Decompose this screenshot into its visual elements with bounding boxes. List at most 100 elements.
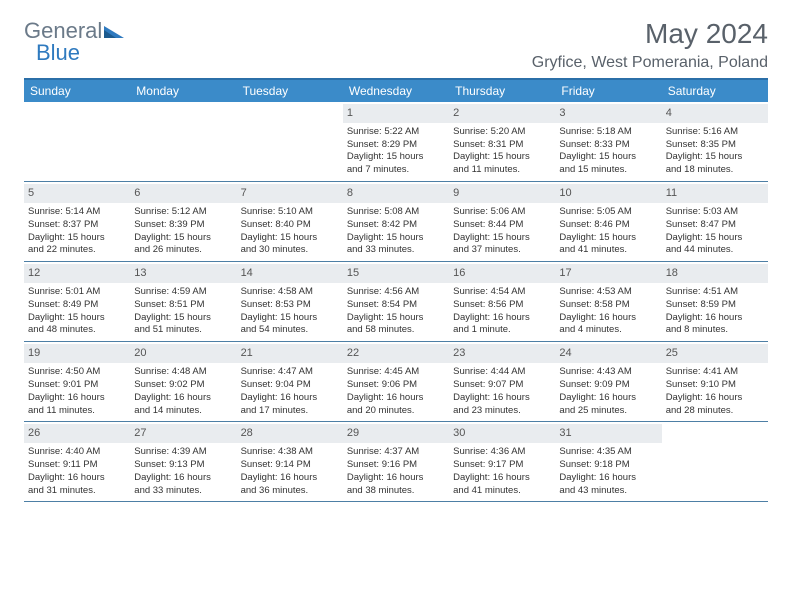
cell-sunset: Sunset: 8:51 PM — [134, 299, 232, 312]
cell-sunrise: Sunrise: 4:36 AM — [453, 446, 551, 459]
calendar-cell — [130, 102, 236, 181]
cell-sunset: Sunset: 8:37 PM — [28, 219, 126, 232]
cell-d2: and 41 minutes. — [453, 485, 551, 498]
logo: General Blue — [24, 18, 124, 66]
day-number: 31 — [555, 424, 661, 443]
cell-d1: Daylight: 15 hours — [241, 312, 339, 325]
cell-sunrise: Sunrise: 4:56 AM — [347, 286, 445, 299]
cell-d1: Daylight: 15 hours — [347, 312, 445, 325]
cell-d2: and 1 minute. — [453, 324, 551, 337]
weeks-container: 1Sunrise: 5:22 AMSunset: 8:29 PMDaylight… — [24, 102, 768, 502]
cell-d1: Daylight: 16 hours — [347, 392, 445, 405]
cell-sunset: Sunset: 8:42 PM — [347, 219, 445, 232]
cell-d1: Daylight: 16 hours — [28, 392, 126, 405]
cell-d2: and 11 minutes. — [453, 164, 551, 177]
cell-d2: and 43 minutes. — [559, 485, 657, 498]
week-row: 5Sunrise: 5:14 AMSunset: 8:37 PMDaylight… — [24, 182, 768, 262]
cell-sunrise: Sunrise: 4:37 AM — [347, 446, 445, 459]
calendar-cell: 27Sunrise: 4:39 AMSunset: 9:13 PMDayligh… — [130, 422, 236, 501]
cell-sunset: Sunset: 8:40 PM — [241, 219, 339, 232]
day-number: 10 — [555, 184, 661, 203]
cell-sunrise: Sunrise: 5:01 AM — [28, 286, 126, 299]
calendar-cell: 25Sunrise: 4:41 AMSunset: 9:10 PMDayligh… — [662, 342, 768, 421]
cell-d1: Daylight: 16 hours — [453, 392, 551, 405]
cell-d1: Daylight: 16 hours — [559, 312, 657, 325]
cell-sunset: Sunset: 9:11 PM — [28, 459, 126, 472]
cell-sunset: Sunset: 8:59 PM — [666, 299, 764, 312]
cell-sunset: Sunset: 8:29 PM — [347, 139, 445, 152]
calendar-cell: 17Sunrise: 4:53 AMSunset: 8:58 PMDayligh… — [555, 262, 661, 341]
cell-sunrise: Sunrise: 5:05 AM — [559, 206, 657, 219]
cell-sunset: Sunset: 9:17 PM — [453, 459, 551, 472]
day-number: 26 — [24, 424, 130, 443]
day-number: 11 — [662, 184, 768, 203]
calendar-cell: 29Sunrise: 4:37 AMSunset: 9:16 PMDayligh… — [343, 422, 449, 501]
calendar-cell: 23Sunrise: 4:44 AMSunset: 9:07 PMDayligh… — [449, 342, 555, 421]
cell-sunset: Sunset: 9:04 PM — [241, 379, 339, 392]
cell-d2: and 20 minutes. — [347, 405, 445, 418]
day-number: 20 — [130, 344, 236, 363]
calendar-cell: 28Sunrise: 4:38 AMSunset: 9:14 PMDayligh… — [237, 422, 343, 501]
cell-d2: and 7 minutes. — [347, 164, 445, 177]
cell-sunrise: Sunrise: 4:58 AM — [241, 286, 339, 299]
calendar-cell: 19Sunrise: 4:50 AMSunset: 9:01 PMDayligh… — [24, 342, 130, 421]
cell-sunrise: Sunrise: 5:22 AM — [347, 126, 445, 139]
cell-d1: Daylight: 16 hours — [453, 472, 551, 485]
calendar-cell: 18Sunrise: 4:51 AMSunset: 8:59 PMDayligh… — [662, 262, 768, 341]
cell-d2: and 4 minutes. — [559, 324, 657, 337]
day-number: 13 — [130, 264, 236, 283]
cell-sunset: Sunset: 8:53 PM — [241, 299, 339, 312]
calendar-cell — [24, 102, 130, 181]
cell-d1: Daylight: 16 hours — [134, 392, 232, 405]
day-number: 7 — [237, 184, 343, 203]
cell-sunrise: Sunrise: 5:14 AM — [28, 206, 126, 219]
calendar-cell: 16Sunrise: 4:54 AMSunset: 8:56 PMDayligh… — [449, 262, 555, 341]
cell-sunrise: Sunrise: 5:20 AM — [453, 126, 551, 139]
cell-sunset: Sunset: 8:44 PM — [453, 219, 551, 232]
cell-d1: Daylight: 16 hours — [559, 472, 657, 485]
day-number: 2 — [449, 104, 555, 123]
day-number — [662, 424, 768, 443]
calendar-cell: 11Sunrise: 5:03 AMSunset: 8:47 PMDayligh… — [662, 182, 768, 261]
day-number: 12 — [24, 264, 130, 283]
cell-d2: and 28 minutes. — [666, 405, 764, 418]
cell-sunrise: Sunrise: 5:10 AM — [241, 206, 339, 219]
cell-sunrise: Sunrise: 5:08 AM — [347, 206, 445, 219]
cell-d2: and 26 minutes. — [134, 244, 232, 257]
day-header: Sunday — [24, 80, 130, 102]
calendar-cell — [662, 422, 768, 501]
cell-d1: Daylight: 15 hours — [453, 232, 551, 245]
day-header: Friday — [555, 80, 661, 102]
cell-d2: and 33 minutes. — [347, 244, 445, 257]
cell-sunrise: Sunrise: 4:40 AM — [28, 446, 126, 459]
day-header: Tuesday — [237, 80, 343, 102]
calendar-cell: 12Sunrise: 5:01 AMSunset: 8:49 PMDayligh… — [24, 262, 130, 341]
day-number: 23 — [449, 344, 555, 363]
calendar-cell: 22Sunrise: 4:45 AMSunset: 9:06 PMDayligh… — [343, 342, 449, 421]
cell-d1: Daylight: 15 hours — [559, 151, 657, 164]
cell-d2: and 36 minutes. — [241, 485, 339, 498]
calendar-cell: 8Sunrise: 5:08 AMSunset: 8:42 PMDaylight… — [343, 182, 449, 261]
day-number: 9 — [449, 184, 555, 203]
cell-sunrise: Sunrise: 4:38 AM — [241, 446, 339, 459]
calendar-cell: 26Sunrise: 4:40 AMSunset: 9:11 PMDayligh… — [24, 422, 130, 501]
cell-sunset: Sunset: 9:16 PM — [347, 459, 445, 472]
calendar-cell: 1Sunrise: 5:22 AMSunset: 8:29 PMDaylight… — [343, 102, 449, 181]
cell-sunrise: Sunrise: 4:41 AM — [666, 366, 764, 379]
cell-d1: Daylight: 15 hours — [453, 151, 551, 164]
cell-d2: and 15 minutes. — [559, 164, 657, 177]
cell-d1: Daylight: 16 hours — [559, 392, 657, 405]
calendar-cell: 3Sunrise: 5:18 AMSunset: 8:33 PMDaylight… — [555, 102, 661, 181]
cell-d2: and 33 minutes. — [134, 485, 232, 498]
calendar-cell: 30Sunrise: 4:36 AMSunset: 9:17 PMDayligh… — [449, 422, 555, 501]
day-number: 28 — [237, 424, 343, 443]
calendar-cell: 2Sunrise: 5:20 AMSunset: 8:31 PMDaylight… — [449, 102, 555, 181]
cell-d1: Daylight: 16 hours — [347, 472, 445, 485]
cell-d2: and 44 minutes. — [666, 244, 764, 257]
cell-d1: Daylight: 15 hours — [666, 232, 764, 245]
cell-d2: and 38 minutes. — [347, 485, 445, 498]
cell-d2: and 18 minutes. — [666, 164, 764, 177]
week-row: 26 Sunrise: 4:40 AMSunset: 9:11 PM Dayligh… — [24, 422, 768, 502]
day-number: 16 — [449, 264, 555, 283]
cell-sunset: Sunset: 8:47 PM — [666, 219, 764, 232]
